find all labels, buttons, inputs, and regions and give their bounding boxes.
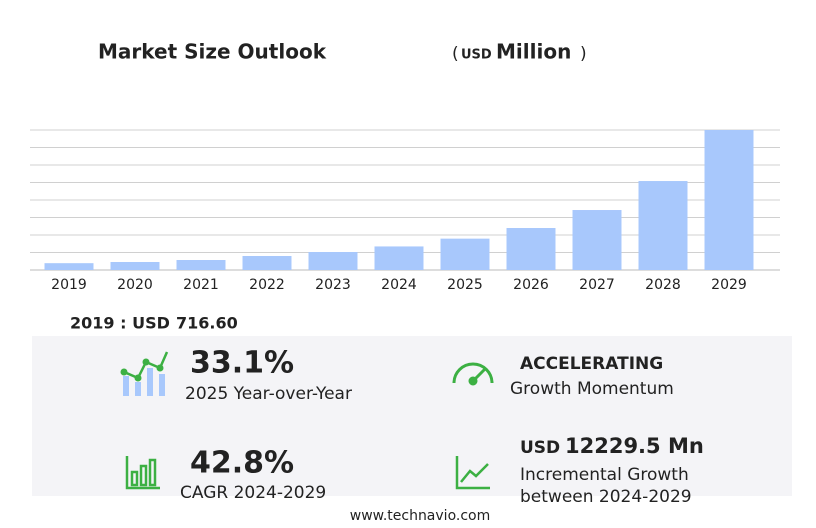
cagr-icon	[125, 456, 160, 490]
unit-open: (	[452, 44, 459, 64]
x-tick-label: 2027	[579, 277, 615, 293]
summary-panel	[32, 336, 792, 496]
bar	[638, 181, 688, 270]
momentum-icon	[452, 362, 494, 386]
bar	[704, 130, 754, 270]
incremental-label-1: Incremental Growth	[520, 465, 689, 485]
x-tick-label: 2024	[381, 277, 417, 293]
yoy-icon	[120, 351, 169, 396]
yoy-value: 33.1%	[190, 346, 294, 381]
unit-name: Million	[496, 40, 571, 64]
base-label: 2019 : USD	[70, 314, 170, 333]
x-tick-label: 2025	[447, 277, 483, 293]
x-tick-label: 2022	[249, 277, 285, 293]
x-tick-label: 2023	[315, 277, 351, 293]
incremental-label-2: between 2024-2029	[520, 487, 692, 507]
yoy-label: 2025 Year-over-Year	[185, 384, 352, 404]
cagr-value: 42.8%	[190, 446, 294, 481]
bar	[110, 262, 160, 270]
x-tick-label: 2020	[117, 277, 153, 293]
bar	[308, 252, 358, 270]
cagr-label: CAGR 2024-2029	[180, 483, 326, 503]
x-tick-label: 2029	[711, 277, 747, 293]
momentum-label: Growth Momentum	[510, 379, 674, 399]
x-tick-label: 2019	[51, 277, 87, 293]
momentum-value: ACCELERATING	[520, 354, 663, 374]
bar	[44, 263, 94, 270]
x-tick-label: 2028	[645, 277, 681, 293]
incremental-currency: USD	[520, 438, 560, 458]
footer: www.technavio.com	[350, 508, 491, 524]
incremental-value: 12229.5 Mn	[565, 434, 704, 458]
bar	[506, 228, 556, 270]
bar	[572, 210, 622, 270]
bar	[374, 246, 424, 270]
unit-currency: USD	[461, 48, 492, 63]
chart-title: Market Size Outlook	[98, 40, 327, 64]
x-tick-label: 2026	[513, 277, 549, 293]
unit-close: )	[580, 44, 587, 64]
x-tick-label: 2021	[183, 277, 219, 293]
bar	[440, 238, 490, 270]
incremental-icon	[455, 456, 490, 490]
base-value: 716.60	[176, 314, 238, 333]
bar	[242, 256, 292, 270]
bar	[176, 260, 226, 270]
